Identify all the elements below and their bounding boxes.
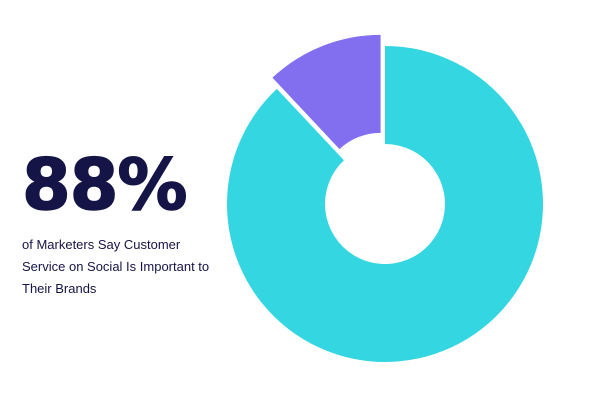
stat-block: 88% of Marketers Say Customer Service on…: [21, 144, 222, 300]
donut-slice-1: [226, 46, 543, 363]
stat-value: 88%: [21, 144, 188, 226]
stat-caption: of Marketers Say Customer Service on Soc…: [22, 237, 210, 296]
donut-slices: [226, 34, 543, 363]
donut-slice-2: [272, 34, 381, 150]
